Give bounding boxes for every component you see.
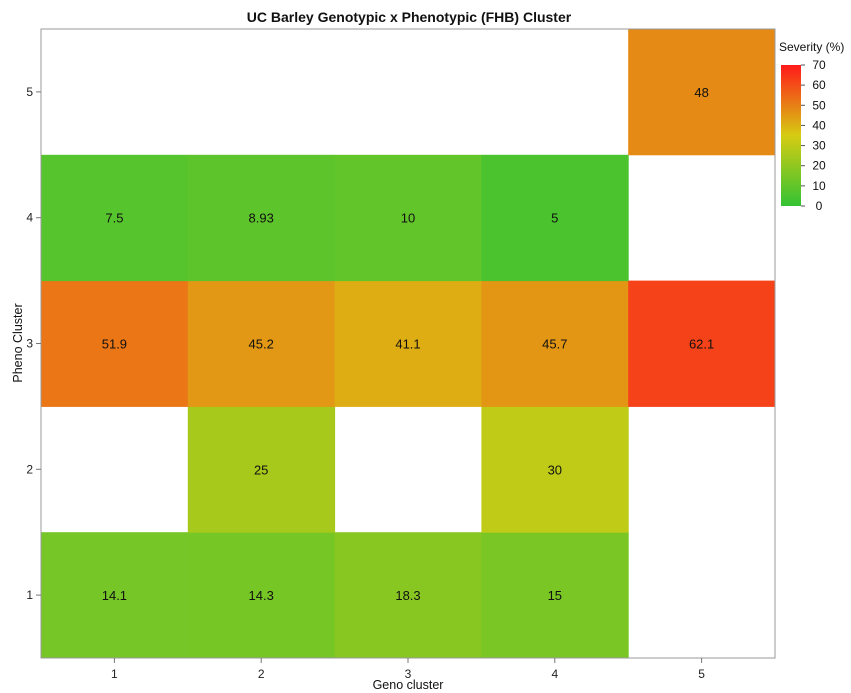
legend-tick-label: 10 — [812, 179, 826, 193]
legend-tick-label: 60 — [812, 78, 826, 92]
x-axis-title: Geno cluster — [373, 678, 444, 692]
heatmap-cell — [481, 406, 629, 533]
heatmap-cell — [41, 154, 189, 282]
x-tick-label: 1 — [111, 667, 118, 681]
legend-title: Severity (%) — [779, 40, 844, 54]
x-tick-label: 2 — [258, 667, 265, 681]
heatmap-cell — [41, 532, 189, 659]
cell-value-label: 30 — [548, 462, 562, 477]
cell-value-label: 10 — [401, 211, 415, 226]
y-axis-ticks: 1 2 3 4 5 — [26, 85, 41, 602]
chart-title: UC Barley Genotypic x Phenotypic (FHB) C… — [247, 9, 572, 25]
heatmap-cell — [481, 154, 629, 282]
x-tick-label: 3 — [405, 667, 412, 681]
heatmap-cell — [187, 280, 336, 407]
cell-value-label: 62.1 — [689, 337, 714, 352]
legend-tick-label: 30 — [812, 139, 826, 153]
y-axis-title: Pheno Cluster — [11, 303, 25, 382]
cell-value-label: 8.93 — [249, 211, 274, 226]
heatmap-cell — [187, 532, 336, 659]
heatmap-cell — [187, 406, 336, 533]
cell-value-label: 41.1 — [395, 337, 420, 352]
heatmap-cell — [41, 280, 189, 407]
cell-value-label: 45.2 — [249, 337, 274, 352]
cell-value-label: 18.3 — [395, 588, 420, 603]
legend-tick-label: 20 — [812, 159, 826, 173]
heatmap-cell — [628, 29, 776, 156]
cell-value-label: 14.3 — [249, 588, 274, 603]
legend-color-bar — [781, 65, 801, 206]
legend-tick-label: 0 — [816, 199, 823, 213]
x-tick-label: 5 — [698, 667, 705, 681]
y-tick-label: 4 — [26, 211, 33, 225]
legend-tick-label: 40 — [812, 118, 826, 132]
cell-value-label: 7.5 — [105, 211, 123, 226]
y-tick-label: 1 — [26, 588, 33, 602]
heatmap-cells: 14.1 14.3 18.3 15 25 30 51.9 45.2 41.1 45.7 62.1 7.… — [41, 29, 776, 659]
heatmap-cell — [334, 154, 482, 282]
y-tick-label: 2 — [26, 462, 33, 476]
y-tick-label: 5 — [26, 85, 33, 99]
cell-value-label: 48 — [694, 85, 708, 100]
heatmap-cell — [481, 280, 629, 407]
cell-value-label: 45.7 — [542, 337, 567, 352]
heatmap-cell — [334, 280, 482, 407]
cell-value-label: 51.9 — [102, 337, 127, 352]
heatmap-cell — [628, 280, 776, 407]
heatmap-cell — [481, 532, 629, 659]
legend-tick-label: 70 — [812, 58, 826, 72]
heatmap-cell — [334, 532, 482, 659]
cell-value-label: 5 — [551, 211, 558, 226]
cell-value-label: 15 — [548, 588, 562, 603]
cell-value-label: 14.1 — [102, 588, 127, 603]
cell-value-label: 25 — [254, 462, 268, 477]
x-tick-label: 4 — [551, 667, 558, 681]
heatmap-cell — [187, 154, 336, 282]
y-tick-label: 3 — [26, 337, 33, 351]
color-legend: Severity (%) 70 60 50 40 30 20 10 0 — [779, 40, 844, 213]
x-axis-ticks: 1 2 3 4 5 — [111, 658, 705, 681]
legend-tick-label: 50 — [812, 98, 826, 112]
